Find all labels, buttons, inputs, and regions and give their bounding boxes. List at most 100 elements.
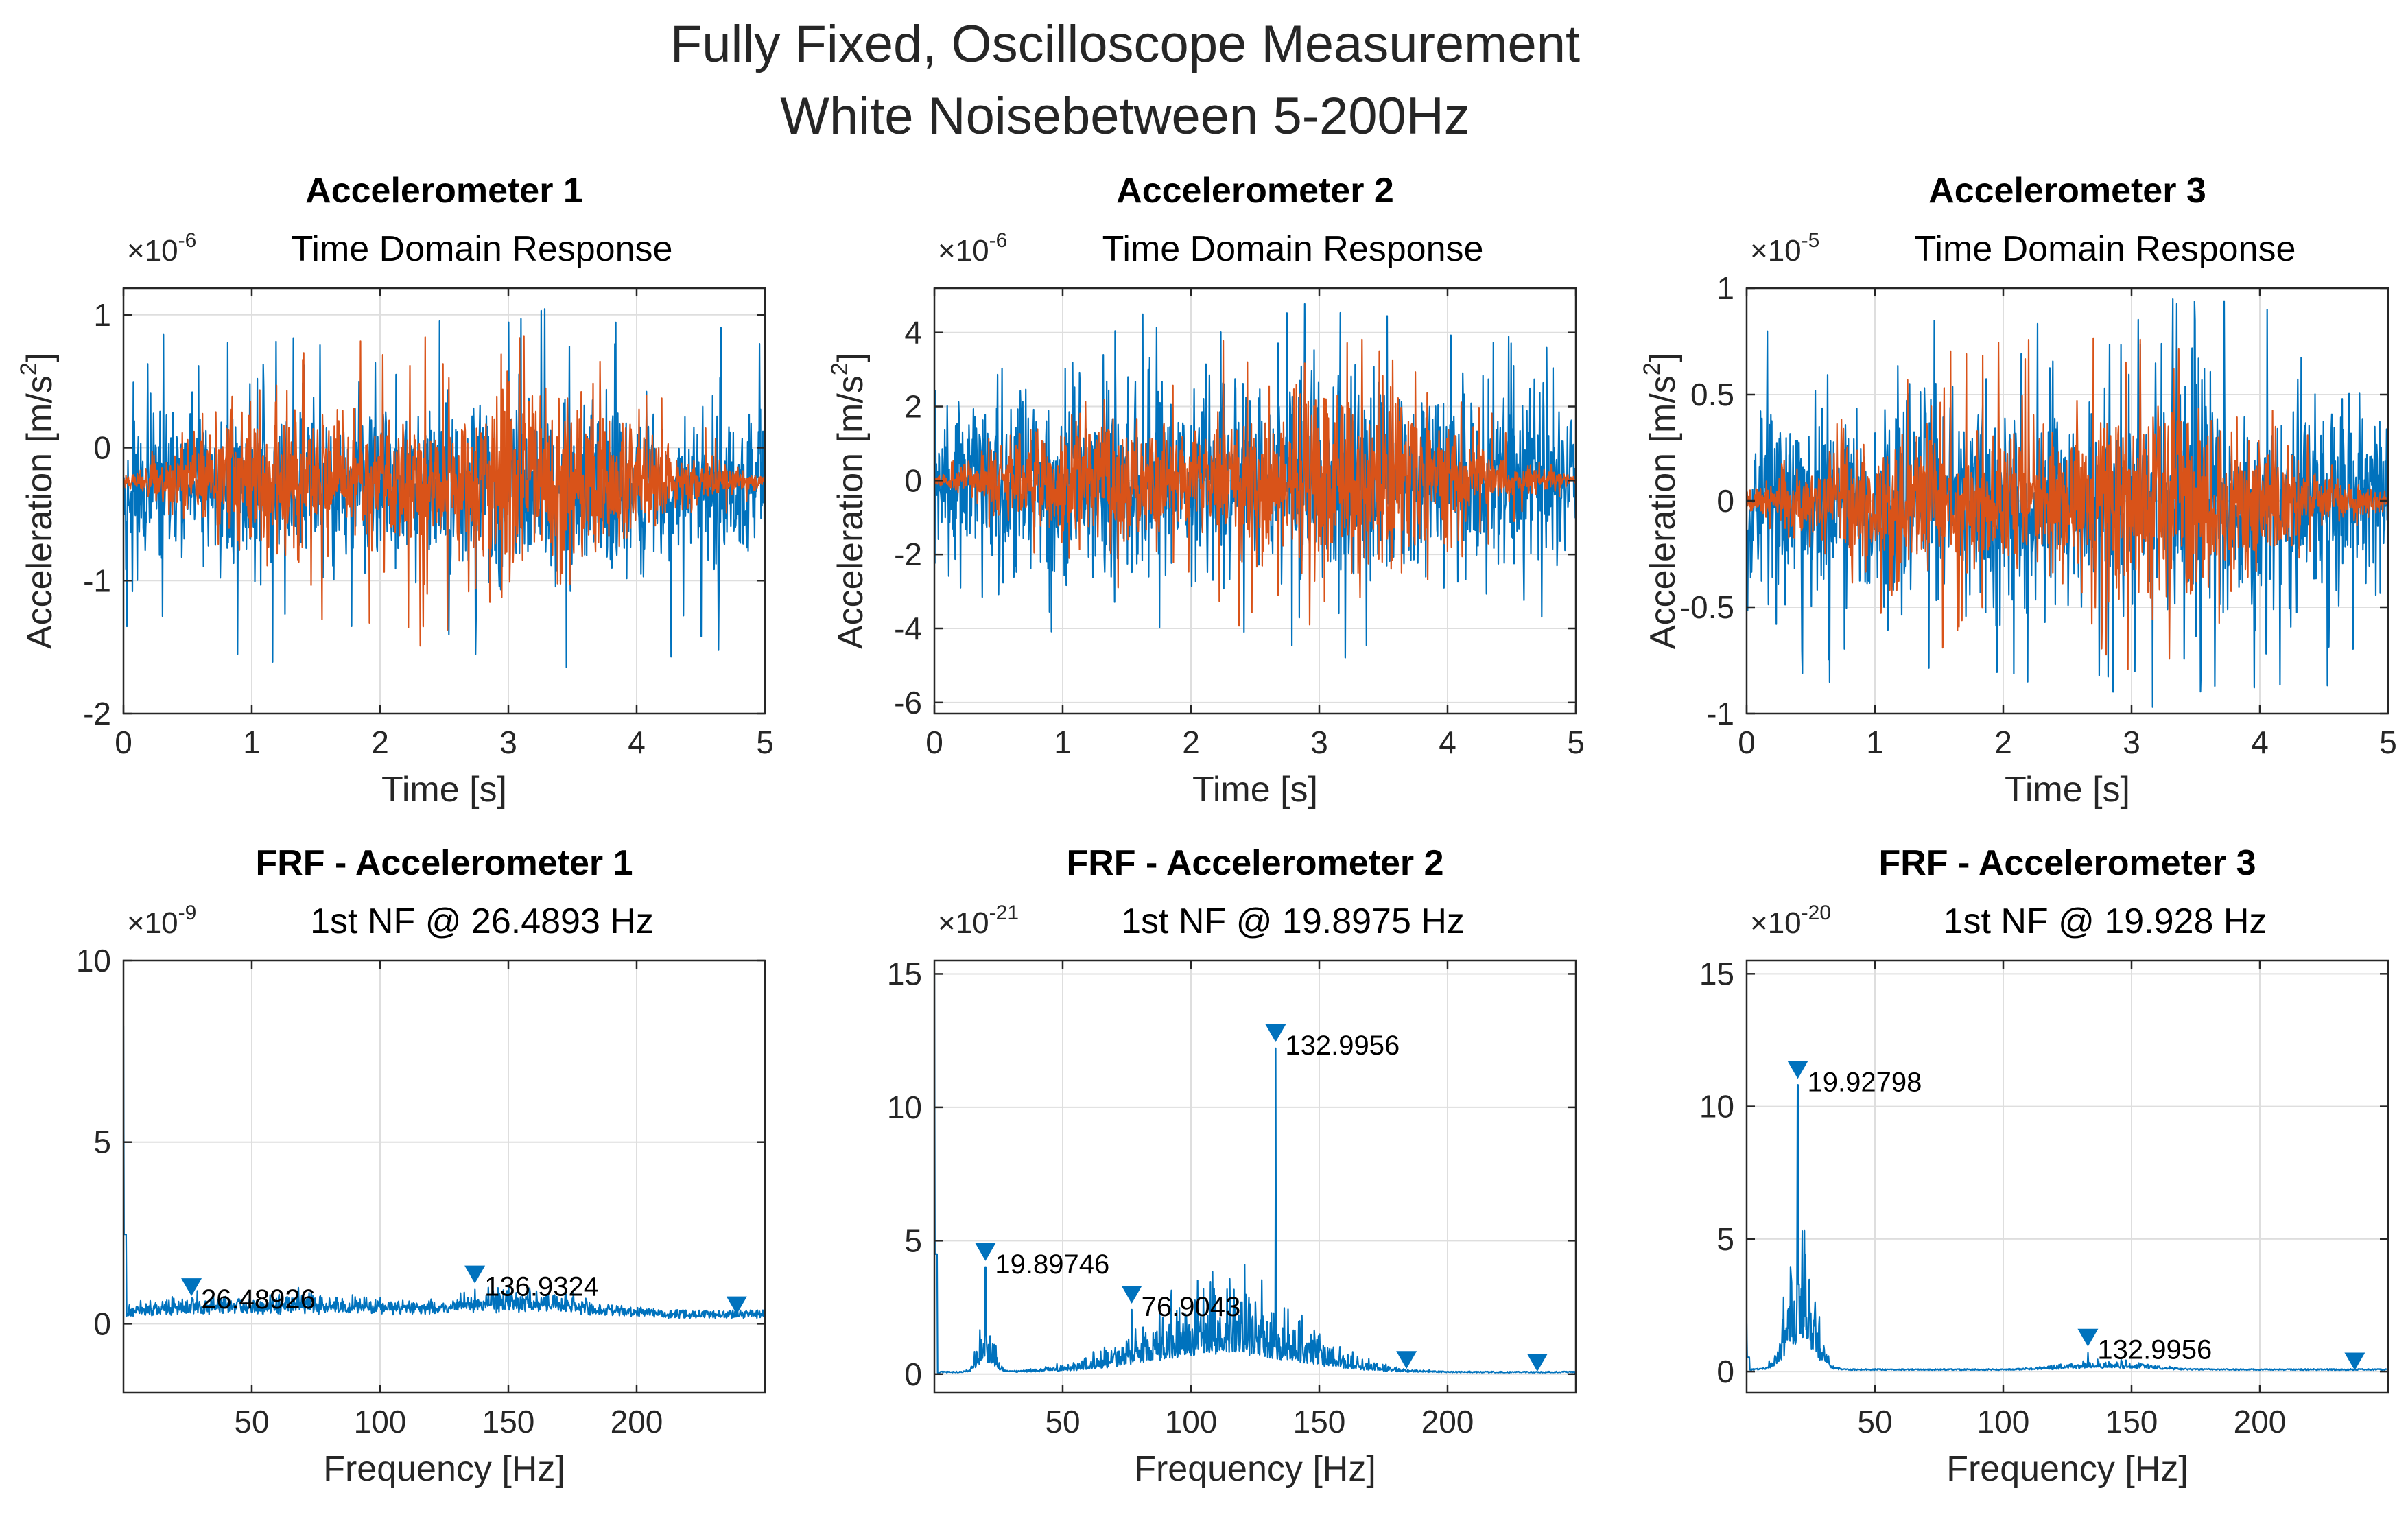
y-tick-label: -6	[894, 685, 922, 720]
x-tick-label: 0	[115, 725, 132, 760]
peak-marker	[1396, 1351, 1417, 1369]
y-axis-label-end: ]	[831, 353, 871, 362]
y-tick-label: 0	[1716, 1354, 1734, 1389]
x-tick-label: 0	[1738, 725, 1756, 760]
y-tick-label: 10	[1699, 1089, 1734, 1125]
y-tick-label: -2	[83, 696, 111, 731]
x-axis-label: Time [s]	[381, 770, 507, 810]
axes-box	[933, 959, 1577, 1394]
axis-exponent-label: ×10-6	[938, 229, 1007, 268]
subplot-subtitle: Time Domain Response	[292, 229, 673, 269]
peak-marker	[1787, 1061, 1808, 1079]
figure-title-line2: White Noisebetween 5-200Hz	[780, 87, 1469, 145]
y-tick-label: 4	[904, 315, 922, 351]
y-tick-label: -0.5	[1680, 589, 1734, 625]
y-tick-label: 5	[1716, 1221, 1734, 1257]
figure-title-line1: Fully Fixed, Oscilloscope Measurement	[670, 15, 1580, 73]
y-axis-label-main: Acceleration [m/s	[20, 375, 60, 649]
plot-area	[1747, 298, 2388, 708]
y-tick-label: -1	[83, 563, 111, 598]
x-tick-label: 50	[234, 1404, 269, 1439]
x-axis-label: Frequency [Hz]	[1134, 1449, 1376, 1489]
y-axis-label-main: Acceleration [m/s	[1643, 375, 1683, 649]
x-tick-label: 100	[1165, 1404, 1218, 1439]
x-axis-label: Frequency [Hz]	[323, 1449, 565, 1489]
axis-exponent-label: ×10-9	[127, 902, 196, 940]
y-tick-label: 5	[904, 1223, 922, 1258]
x-axis-label: Frequency [Hz]	[1946, 1449, 2188, 1489]
exponent-base: ×10	[127, 906, 178, 940]
y-tick-label: 0	[904, 1356, 922, 1392]
exponent-base: ×10	[1750, 906, 1802, 940]
peak-marker	[975, 1243, 996, 1261]
y-tick-label: 10	[887, 1090, 922, 1125]
grid	[934, 961, 1576, 1393]
y-tick-label: 2	[904, 389, 922, 425]
y-tick-label: 0	[93, 1306, 111, 1341]
peak-marker	[2344, 1352, 2365, 1371]
y-tick-label: 0	[1716, 483, 1734, 519]
x-tick-label: 150	[2105, 1404, 2158, 1439]
y-tick-label: 1	[93, 297, 111, 333]
x-tick-label: 200	[2234, 1404, 2287, 1439]
exponent-base: ×10	[1750, 234, 1802, 268]
y-tick-label: 15	[887, 956, 922, 991]
x-axis-label: Time [s]	[1192, 770, 1318, 810]
peak-marker	[464, 1265, 486, 1284]
subplot-t3: Accelerometer 3 Time Domain Response ×10-5…	[1639, 171, 2397, 810]
y-tick-label: -1	[1706, 696, 1734, 731]
axes-box	[122, 959, 766, 1394]
x-tick-label: 50	[1045, 1404, 1080, 1439]
plot-area	[1747, 1084, 2388, 1372]
y-axis-label-end: ]	[20, 353, 60, 362]
x-tick-label: 100	[354, 1404, 407, 1439]
x-tick-label: 1	[1054, 725, 1072, 760]
subplot-f1: FRF - Accelerometer 1 1st NF @ 26.4893 Hz…	[76, 843, 766, 1489]
series-line-orange	[1747, 337, 2388, 670]
exponent-value: -6	[989, 229, 1008, 252]
x-tick-label: 2	[371, 725, 389, 760]
y-axis-label: Acceleration [m/s2]	[16, 353, 60, 649]
peak-marker	[2077, 1328, 2099, 1347]
x-tick-label: 150	[482, 1404, 535, 1439]
peak-label: 132.9956	[2097, 1335, 2212, 1365]
y-tick-label: -2	[894, 537, 922, 572]
axis-exponent-label: ×10-20	[1750, 902, 1831, 940]
plot-area	[123, 1026, 765, 1319]
series-line-orange	[123, 335, 765, 647]
x-axis-label: Time [s]	[2005, 770, 2130, 810]
peak-marker	[726, 1296, 747, 1315]
x-tick-label: 5	[2379, 725, 2397, 760]
y-tick-label: 1	[1716, 270, 1734, 306]
x-tick-label: 1	[243, 725, 261, 760]
peak-label: 19.92798	[1808, 1067, 1922, 1097]
peak-label: 19.89746	[995, 1249, 1109, 1280]
y-tick-label: 10	[76, 943, 111, 978]
y-axis-label-sup: 2	[827, 362, 853, 375]
subplot-f2: FRF - Accelerometer 2 1st NF @ 19.8975 Hz…	[887, 843, 1577, 1489]
subplot-t1: Accelerometer 1 Time Domain Response ×10-6…	[16, 171, 774, 810]
exponent-value: -9	[178, 902, 197, 924]
subplot-title: Accelerometer 2	[1116, 171, 1394, 211]
y-axis-label-main: Acceleration [m/s	[831, 375, 871, 649]
axes-box	[122, 287, 766, 715]
subplot-title: FRF - Accelerometer 3	[1878, 843, 2256, 883]
y-tick-label: 5	[93, 1125, 111, 1160]
peak-marker	[1121, 1286, 1142, 1304]
frf-line	[934, 974, 1576, 1374]
exponent-base: ×10	[127, 234, 178, 268]
subplot-f3: FRF - Accelerometer 3 1st NF @ 19.928 Hz ×…	[1699, 843, 2389, 1489]
frf-line	[1747, 1084, 2388, 1372]
y-tick-label: -4	[894, 611, 922, 646]
y-axis-label-sup: 2	[1639, 362, 1665, 375]
x-tick-label: 4	[2251, 725, 2269, 760]
subplot-title: Accelerometer 1	[305, 171, 583, 211]
y-tick-label: 0	[904, 462, 922, 498]
plot-area	[934, 303, 1576, 659]
x-tick-label: 3	[1310, 725, 1328, 760]
y-axis-label-end: ]	[1643, 353, 1683, 362]
